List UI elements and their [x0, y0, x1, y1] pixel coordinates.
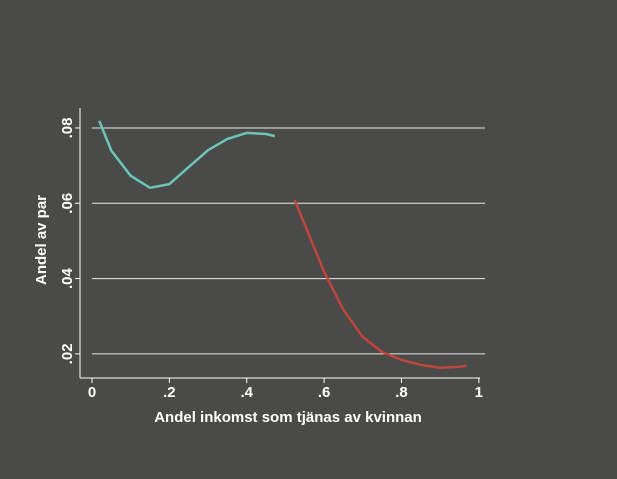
series-line: [98, 120, 276, 190]
x-tick-label: 1: [475, 384, 483, 401]
series-line: [293, 199, 467, 370]
y-tick-label: .04: [59, 268, 76, 290]
y-tick-label: .08: [59, 118, 76, 139]
x-tick-label: .2: [163, 384, 176, 401]
x-axis-label: Andel inkomst som tjänas av kvinnan: [154, 409, 422, 426]
x-tick-label: 0: [88, 384, 96, 401]
y-axis-label: Andel av par: [33, 195, 50, 285]
y-tick-label: .02: [59, 343, 76, 364]
x-tick-label: .8: [395, 384, 408, 401]
y-tick-label: .06: [59, 193, 76, 214]
x-tick-label: .6: [318, 384, 331, 401]
x-tick-label: .4: [240, 384, 253, 401]
